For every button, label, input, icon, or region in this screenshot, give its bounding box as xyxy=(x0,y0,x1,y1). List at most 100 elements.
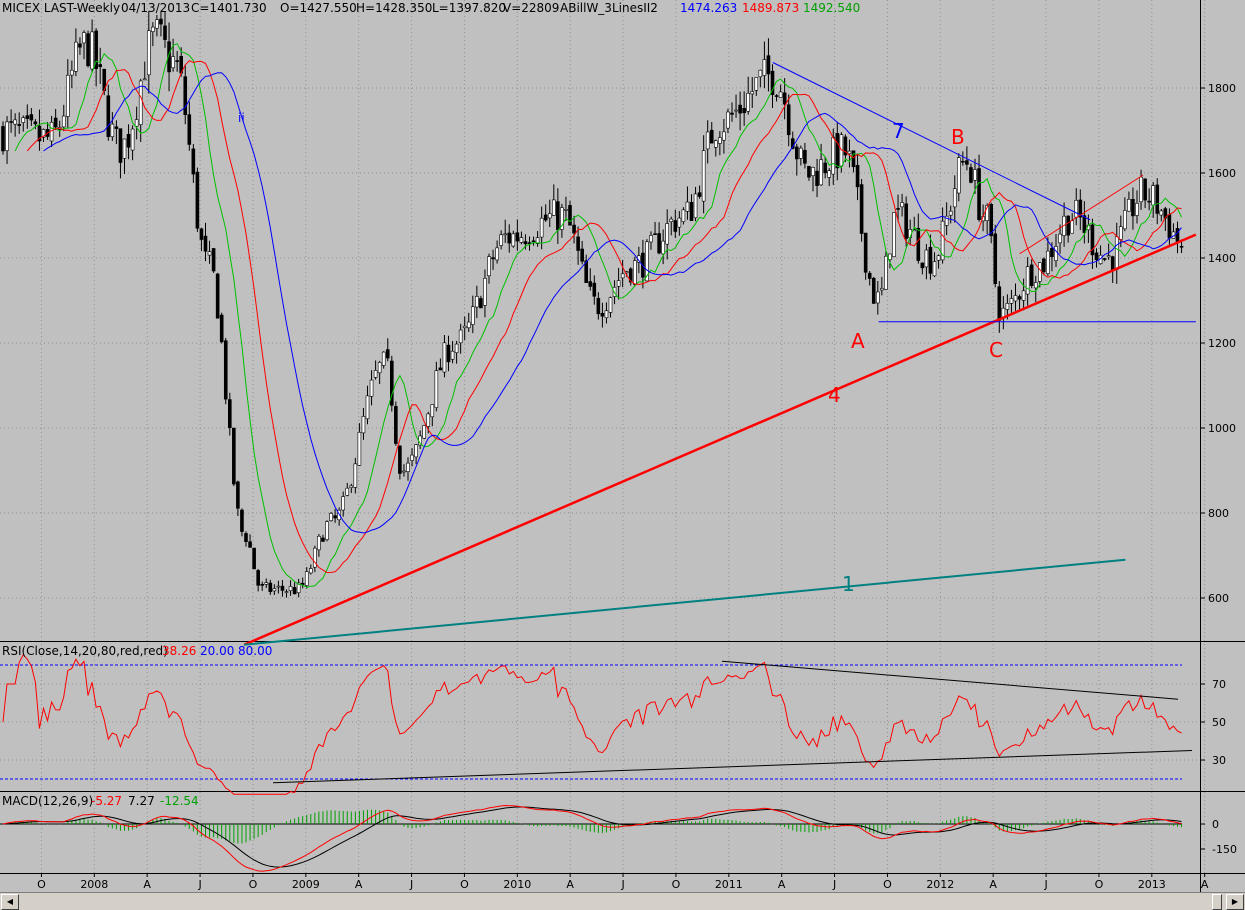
candle-body xyxy=(1066,215,1070,236)
blue-ma-value: 1474.263 xyxy=(680,1,737,15)
macd-tick-label: -150 xyxy=(1212,843,1237,856)
candle-body xyxy=(523,241,528,245)
scroll-right-button[interactable]: ▶ xyxy=(1226,894,1244,910)
moving-averages xyxy=(14,43,1182,589)
chart-header: MICEX LAST-Weekly 04/13/2013 C=1401.730 … xyxy=(2,1,860,15)
candle-body xyxy=(114,126,119,129)
candle-body xyxy=(811,167,815,176)
candle-body xyxy=(21,117,26,123)
candle-body xyxy=(511,233,516,247)
candle-body xyxy=(1070,220,1074,234)
horizontal-scrollbar[interactable]: ◀ ▶ xyxy=(0,892,1245,910)
candle-body xyxy=(483,278,487,306)
x-tick-label: J xyxy=(197,878,201,891)
candle-body xyxy=(803,149,807,164)
candle-body xyxy=(292,587,297,595)
candle-body xyxy=(1050,247,1054,257)
candle-body xyxy=(406,462,410,472)
scroll-left-button[interactable]: ◀ xyxy=(1,894,19,910)
candle-body xyxy=(1135,203,1139,216)
candle-body xyxy=(709,129,714,144)
candle-body xyxy=(543,214,548,221)
x-tick-label: A xyxy=(1201,878,1209,891)
scrollbar-thumb[interactable] xyxy=(1212,894,1222,910)
candle-body xyxy=(138,80,143,125)
candle-body xyxy=(434,370,439,408)
candle-body xyxy=(1009,298,1014,304)
y-tick-label: 1200 xyxy=(1208,337,1236,350)
candle-body xyxy=(742,107,746,114)
candle-body xyxy=(41,129,46,138)
y-tick-label: 1600 xyxy=(1208,167,1236,180)
candle-body xyxy=(369,379,374,397)
candle-body xyxy=(199,228,204,240)
candle-body xyxy=(272,588,277,592)
candle-body xyxy=(1119,226,1123,240)
candle-body xyxy=(649,235,653,243)
x-tick-label: O xyxy=(249,878,258,891)
candle-body xyxy=(527,242,532,245)
candle-body xyxy=(1038,262,1042,282)
candle-body xyxy=(961,160,965,163)
candle-body xyxy=(219,314,224,343)
candle-body xyxy=(620,273,625,279)
candle-body xyxy=(519,237,524,243)
candle-body xyxy=(1074,199,1079,218)
rsi-value: 38.26 xyxy=(162,644,196,658)
x-tick-label: O xyxy=(1095,878,1104,891)
candle-body xyxy=(37,125,42,142)
candle-body xyxy=(462,325,467,329)
bar-date: 04/13/2013 xyxy=(121,1,190,15)
candle-body xyxy=(823,162,827,174)
candle-body xyxy=(377,362,382,374)
candle-body xyxy=(693,193,698,219)
candle-body xyxy=(361,416,366,434)
rsi-tick-label: 30 xyxy=(1212,754,1226,767)
candle-body xyxy=(155,19,159,29)
grid xyxy=(0,0,1206,873)
candle-body xyxy=(66,74,70,117)
candle-body xyxy=(9,121,13,123)
candle-body xyxy=(394,406,398,444)
candle-body xyxy=(754,77,759,91)
candle-body xyxy=(53,117,58,128)
candle-body xyxy=(892,212,896,257)
rsi-y-axis: 70 50 30 xyxy=(1200,678,1226,767)
candle-body xyxy=(952,188,957,208)
symbol-title: MICEX LAST-Weekly xyxy=(2,1,120,15)
candle-body xyxy=(142,78,147,81)
rsi-upper: 80.00 xyxy=(238,644,272,658)
candle-body xyxy=(965,160,969,165)
candle-body xyxy=(1102,258,1107,260)
green-ma-value: 1492.540 xyxy=(803,1,860,15)
candle-body xyxy=(782,92,787,105)
candle-body xyxy=(689,201,694,222)
candle-body xyxy=(758,69,763,78)
candle-body xyxy=(118,128,123,163)
candle-body xyxy=(479,298,483,309)
rsi-label: RSI(Close,14,20,80,red,red) xyxy=(2,644,168,658)
y-tick-label: 1400 xyxy=(1208,252,1236,265)
open-value: O=1427.550 xyxy=(280,1,357,15)
macd-label: MACD(12,26,9) xyxy=(2,794,93,808)
candle-body xyxy=(568,205,572,226)
candle-body xyxy=(147,30,151,76)
candle-body xyxy=(843,136,848,156)
candle-body xyxy=(240,509,244,532)
y-tick-label: 600 xyxy=(1208,592,1229,605)
label-line-7: 7 xyxy=(892,119,905,143)
candle-body xyxy=(770,70,775,95)
x-tick-label: J xyxy=(409,878,413,891)
x-tick-label: 2009 xyxy=(292,878,320,891)
candle-body xyxy=(333,515,337,519)
candlestick-series xyxy=(1,11,1184,598)
candle-body xyxy=(264,582,269,585)
candle-body xyxy=(280,585,285,591)
candle-body xyxy=(556,201,560,231)
candle-body xyxy=(762,59,767,76)
high-value: H=1428.350 xyxy=(356,1,432,15)
label-a: A xyxy=(851,329,865,353)
candle-body xyxy=(284,591,289,593)
candle-body xyxy=(458,329,463,344)
